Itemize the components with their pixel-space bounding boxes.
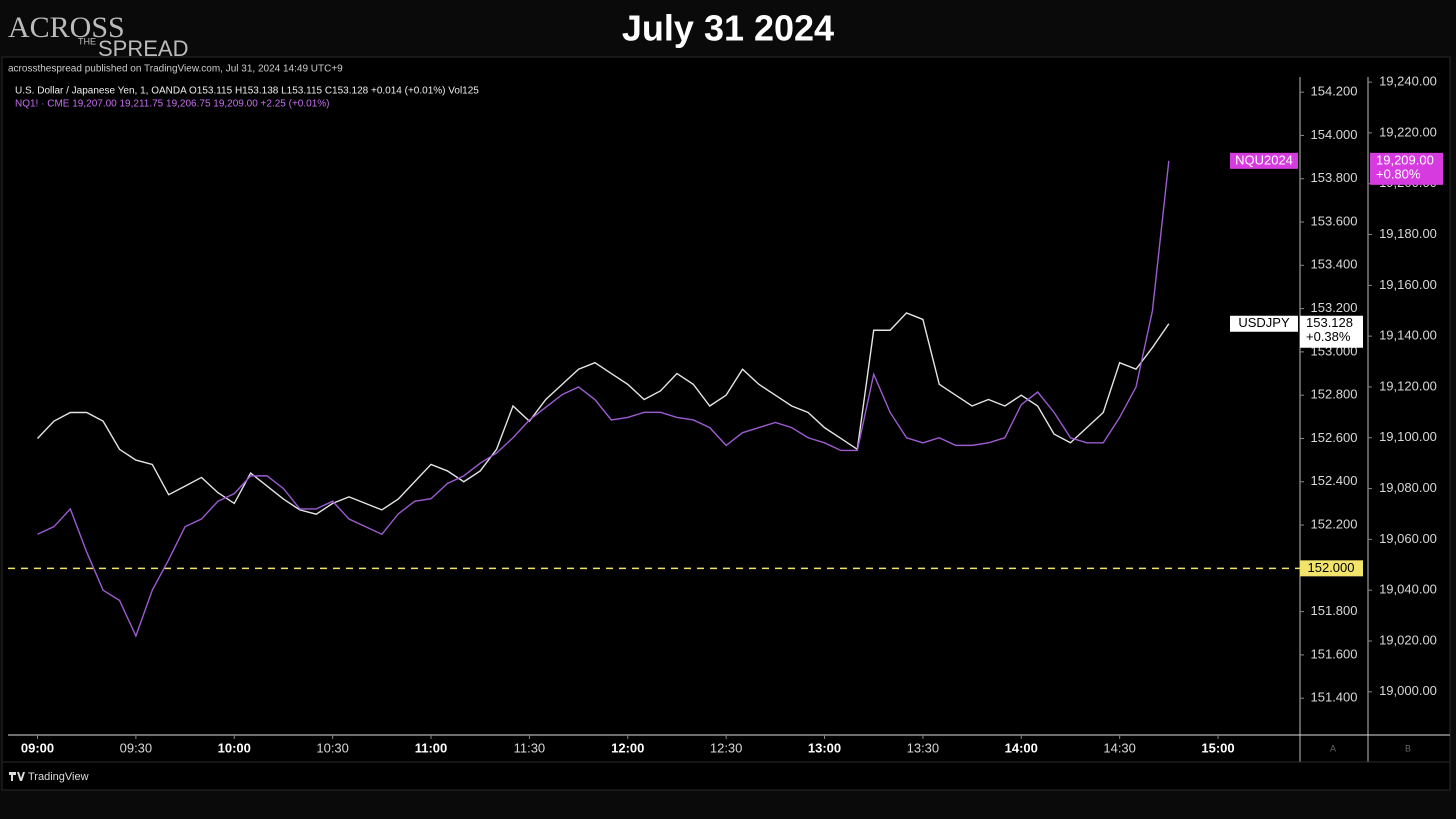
- x-tick-label: 09:00: [21, 740, 54, 755]
- hline-label: 152.000: [1308, 560, 1355, 575]
- last-value-tag: [1300, 315, 1363, 348]
- series-tag: [1230, 152, 1298, 169]
- logo: SPREAD: [98, 36, 188, 61]
- hline-tag: [1300, 560, 1363, 577]
- series-name: USDJPY: [1238, 315, 1290, 330]
- last-value-label: 153.128: [1306, 315, 1353, 330]
- y2-tick-label: 19,140.00: [1379, 328, 1437, 343]
- x-tick-label: 11:00: [415, 740, 448, 755]
- last-value-label: +0.38%: [1306, 329, 1351, 344]
- y2-tick-label: 19,220.00: [1379, 124, 1437, 139]
- y-tick-label: 153.600: [1311, 213, 1358, 228]
- series-name: NQU2024: [1235, 152, 1293, 167]
- y-tick-label: 152.800: [1311, 387, 1358, 402]
- y2-tick-label: 19,160.00: [1379, 277, 1437, 292]
- y-tick-label: 154.000: [1311, 127, 1358, 142]
- x-tick-label: 11:30: [514, 740, 546, 755]
- x-tick-label: 10:00: [218, 740, 251, 755]
- y2-tick-label: 19,120.00: [1379, 378, 1437, 393]
- axis-tag[interactable]: A: [1330, 743, 1336, 753]
- y-tick-label: 152.200: [1311, 516, 1358, 531]
- y2-tick-label: 19,000.00: [1379, 683, 1437, 698]
- y2-tick-label: 19,180.00: [1379, 226, 1437, 241]
- y2-tick-label: 19,100.00: [1379, 429, 1437, 444]
- y-tick-label: 153.400: [1311, 257, 1358, 272]
- x-tick-label: 09:30: [120, 740, 153, 755]
- legend-line: U.S. Dollar / Japanese Yen, 1, OANDA O15…: [15, 86, 479, 97]
- logo: THE: [78, 36, 96, 46]
- x-tick-label: 13:30: [907, 740, 940, 755]
- chart-panel: [1, 56, 1451, 791]
- last-value-label: 19,209.00: [1376, 152, 1434, 167]
- brand-icon: [9, 772, 25, 781]
- y-tick-label: 151.600: [1311, 646, 1358, 661]
- x-tick-label: 10:30: [316, 740, 349, 755]
- legend-line: NQ1! · CME 19,207.00 19,211.75 19,206.75…: [15, 99, 329, 110]
- x-tick-label: 12:30: [710, 740, 743, 755]
- series-line: [37, 160, 1170, 638]
- y2-tick-label: 19,080.00: [1379, 480, 1437, 495]
- y-tick-label: 153.800: [1311, 170, 1358, 185]
- y2-tick-label: 19,020.00: [1379, 632, 1437, 647]
- x-tick-label: 14:00: [1005, 740, 1038, 755]
- title: July 31 2024: [622, 8, 834, 49]
- x-tick-label: 13:00: [808, 740, 841, 755]
- last-value-label: +0.80%: [1376, 166, 1421, 181]
- y-tick-label: 151.800: [1311, 603, 1358, 618]
- y-tick-label: 152.400: [1311, 473, 1358, 488]
- published: acrossthespread published on TradingView…: [8, 64, 343, 75]
- y-tick-label: 151.400: [1311, 690, 1358, 705]
- axis-tag[interactable]: B: [1405, 743, 1411, 753]
- y2-tick-label: 19,040.00: [1379, 582, 1437, 597]
- y-tick-label: 154.200: [1311, 84, 1358, 99]
- series-tag: [1230, 315, 1298, 332]
- y-tick-label: 153.200: [1311, 300, 1358, 315]
- x-tick-label: 15:00: [1201, 740, 1234, 755]
- logo: ACROSS: [8, 11, 125, 44]
- y2-tick-label: 19,240.00: [1379, 74, 1437, 89]
- y2-tick-label: 19,060.00: [1379, 531, 1437, 546]
- x-tick-label: 14:30: [1103, 740, 1136, 755]
- last-value-tag: [1370, 152, 1443, 185]
- x-tick-label: 12:00: [611, 740, 644, 755]
- y-tick-label: 152.600: [1311, 430, 1358, 445]
- brand: TradingView: [28, 771, 89, 783]
